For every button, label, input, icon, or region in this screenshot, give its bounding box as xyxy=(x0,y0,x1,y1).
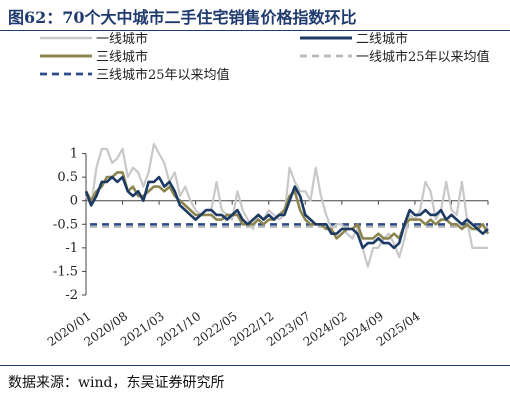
series-line-tier1 xyxy=(85,142,488,268)
plot-area xyxy=(84,142,490,268)
y-tick-label: -0.5 xyxy=(53,217,78,232)
series-line-tier3 xyxy=(84,171,490,240)
series-line-tier2 xyxy=(84,175,489,250)
y-tick-label: -1.5 xyxy=(53,264,78,279)
y-tick-label: 0.5 xyxy=(57,170,78,185)
y-tick-label: -2 xyxy=(65,288,78,303)
y-tick-label: -1 xyxy=(65,241,78,256)
legend-label-tier2: 二线城市 xyxy=(356,32,408,47)
title-rule xyxy=(0,30,510,31)
legend-label-tier1-avg: 一线城市25年以来均值 xyxy=(356,49,490,65)
legend-label-tier3: 三线城市 xyxy=(96,49,148,65)
legend-label-tier1: 一线城市 xyxy=(96,32,148,47)
legend-label-tier3-avg: 三线城市25年以来均值 xyxy=(96,67,230,83)
chart-title: 图62：70个大中城市二手住宅销售价格指数环比 xyxy=(8,8,357,27)
source-note: 数据来源：wind，东吴证券研究所 xyxy=(8,375,225,391)
source-rule xyxy=(0,365,510,366)
y-tick-label: 0 xyxy=(70,194,78,209)
y-tick-label: 1 xyxy=(70,147,78,162)
